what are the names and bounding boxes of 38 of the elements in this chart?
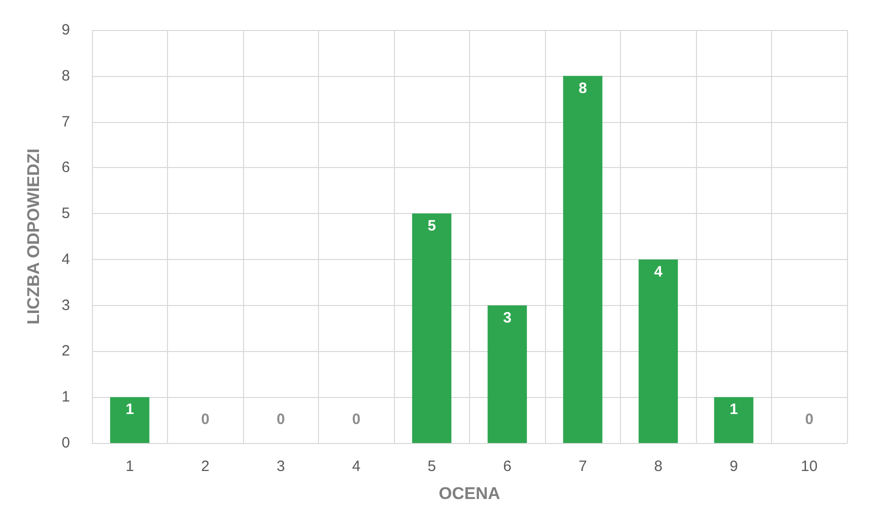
data-label: 1 xyxy=(126,401,134,418)
y-tick-label: 6 xyxy=(62,159,70,176)
bar xyxy=(563,76,602,443)
data-label: 0 xyxy=(805,411,814,428)
y-tick-label: 7 xyxy=(62,113,70,130)
x-tick-label: 4 xyxy=(352,458,360,475)
x-tick-label: 5 xyxy=(428,458,436,475)
y-tick-label: 2 xyxy=(62,342,70,360)
bar xyxy=(638,259,678,443)
data-label: 1 xyxy=(730,401,738,418)
data-label: 4 xyxy=(654,263,664,280)
data-label: 8 xyxy=(578,80,587,97)
data-label: 0 xyxy=(201,411,210,428)
bar xyxy=(412,214,452,443)
x-tick-label: 7 xyxy=(578,458,587,475)
y-axis-title: LICZBA ODPOWIEDZI xyxy=(24,148,43,324)
data-label: 3 xyxy=(503,309,512,326)
x-tick-label: 3 xyxy=(276,458,285,475)
x-tick-label: 6 xyxy=(503,458,512,475)
y-tick-label: 8 xyxy=(62,67,70,84)
y-tick-label: 0 xyxy=(62,434,70,452)
bar xyxy=(110,397,150,443)
y-tick-label: 9 xyxy=(62,22,70,38)
data-label: 5 xyxy=(428,218,436,235)
y-tick-label: 5 xyxy=(62,205,70,222)
x-axis-title: OCENA xyxy=(438,484,500,503)
data-label: 0 xyxy=(352,411,360,428)
x-tick-label: 8 xyxy=(654,458,662,475)
x-tick-label: 1 xyxy=(126,458,134,475)
bar xyxy=(714,397,754,443)
y-tick-label: 3 xyxy=(62,296,70,314)
y-tick-label: 1 xyxy=(62,388,70,406)
x-tick-label: 10 xyxy=(800,458,818,475)
bar xyxy=(488,305,527,443)
y-tick-label: 4 xyxy=(62,250,70,268)
x-tick-label: 2 xyxy=(201,458,210,475)
data-label: 0 xyxy=(276,411,285,428)
x-tick-label: 9 xyxy=(730,458,738,475)
